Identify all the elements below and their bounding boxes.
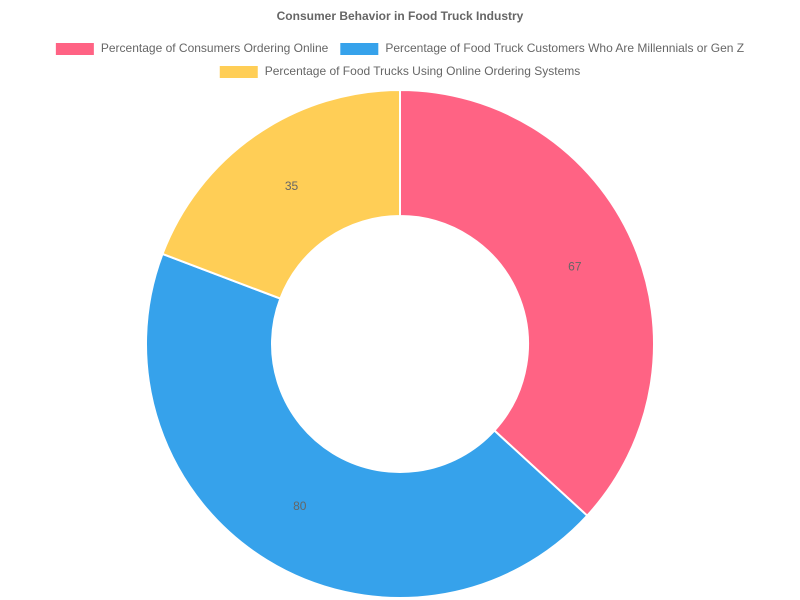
data-label: 67: [568, 259, 582, 273]
chart-title: Consumer Behavior in Food Truck Industry: [277, 9, 524, 23]
legend-item: Percentage of Consumers Ordering Online: [55, 41, 329, 55]
data-label: 35: [285, 179, 299, 193]
legend-label: Percentage of Food Truck Customers Who A…: [385, 41, 744, 55]
legend-item: Percentage of Food Truck Customers Who A…: [340, 41, 744, 55]
legend-swatch: [219, 66, 258, 78]
doughnut-slice: [145, 252, 589, 599]
data-label: 80: [293, 499, 307, 513]
legend-swatch: [55, 43, 94, 55]
legend-label: Percentage of Consumers Ordering Online: [101, 41, 329, 55]
legend-item: Percentage of Food Trucks Using Online O…: [219, 64, 580, 78]
doughnut-slice: [161, 88, 401, 300]
doughnut-slice: [399, 88, 655, 518]
legend-swatch: [340, 43, 379, 55]
legend-label: Percentage of Food Trucks Using Online O…: [265, 64, 580, 78]
